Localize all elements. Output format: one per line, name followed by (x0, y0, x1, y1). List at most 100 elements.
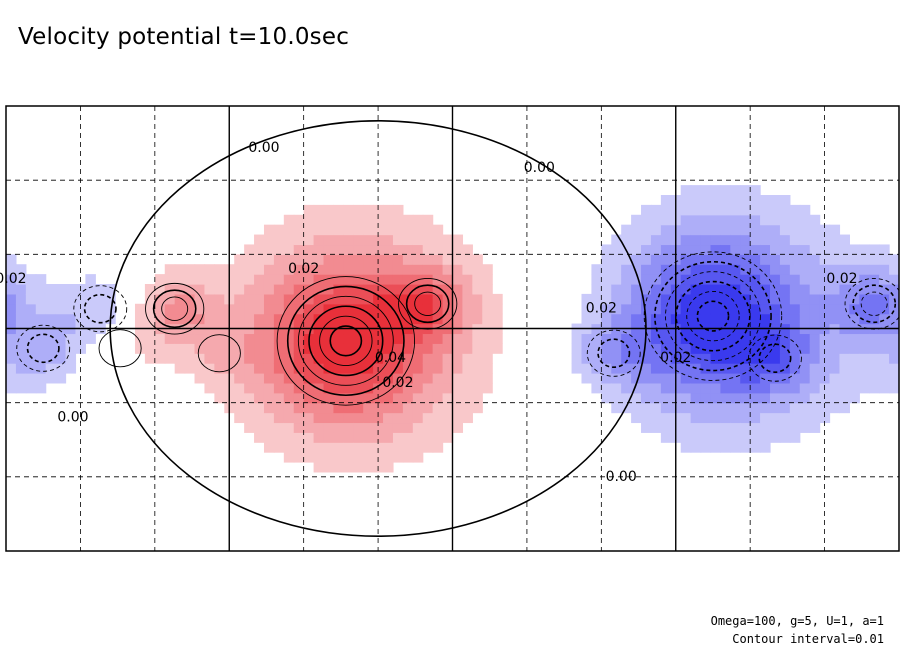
shade-cell (452, 363, 464, 374)
shade-cell (45, 353, 57, 364)
shade-cell (234, 274, 245, 285)
shade-cell (214, 293, 225, 305)
shade-cell (829, 402, 841, 414)
shade-cell (799, 373, 811, 384)
shade-cell (641, 382, 652, 394)
shade-cell (432, 363, 444, 374)
negative-contour-ring (686, 290, 740, 342)
shade-cell (85, 303, 96, 315)
shade-cell (303, 442, 315, 453)
contour-label: 0.00 (524, 160, 555, 176)
shade-cell (313, 382, 325, 394)
shade-cell (779, 195, 791, 206)
shade-cell (353, 264, 364, 275)
shade-cell (412, 313, 424, 325)
shade-cell (809, 313, 821, 325)
shade-cell (829, 353, 841, 364)
shade-cell (650, 204, 662, 216)
shade-cell (700, 234, 712, 246)
shade-cell (15, 313, 27, 325)
shade-cell (402, 452, 414, 463)
shade-cell (700, 382, 712, 394)
shade-cell (343, 303, 354, 315)
shade-cell (402, 402, 414, 414)
shade-cell (799, 412, 811, 424)
shade-cell (263, 303, 275, 315)
shade-cell (363, 452, 374, 463)
shade-cell (35, 293, 47, 305)
shade-cell (333, 442, 344, 453)
shade-cell (343, 244, 354, 255)
shade-cell (472, 382, 483, 394)
shade-cell (95, 313, 106, 325)
shade-cell (750, 313, 761, 325)
shade-cell (283, 412, 295, 424)
shade-cell (839, 234, 850, 246)
shade-cell (710, 382, 721, 394)
shade-cell (174, 293, 186, 305)
shade-cell (591, 303, 602, 315)
shade-cell (680, 373, 692, 384)
shade-cell (571, 343, 583, 354)
shade-cell (412, 412, 424, 424)
shade-cell (234, 293, 245, 305)
shade-cell (631, 402, 642, 414)
contour-label: 0.00 (57, 410, 88, 426)
shade-cell (263, 392, 275, 404)
shade-cell (779, 353, 791, 364)
shade-cell (700, 274, 712, 285)
shade-cell (373, 412, 384, 424)
shade-cell (849, 293, 860, 305)
shade-cell (303, 422, 315, 433)
shade-cell (363, 353, 374, 364)
shade-cell (809, 264, 821, 275)
shade-cell (760, 234, 771, 246)
shade-cell (323, 204, 335, 216)
shade-cell (293, 402, 305, 414)
shade-cell (263, 422, 275, 433)
shade-cell (690, 195, 702, 206)
shade-cell (214, 382, 225, 394)
shade-cell (283, 402, 295, 414)
shade-cell (25, 293, 37, 305)
shade-cell (819, 234, 831, 246)
positive-contour-ring (286, 285, 405, 397)
shade-cell (650, 313, 662, 325)
shade-cell (363, 333, 374, 344)
shade-cell (65, 284, 77, 295)
shade-cell (35, 274, 47, 285)
contour-lines (16, 120, 899, 537)
shade-cell (194, 293, 206, 305)
shade-cell (293, 293, 305, 305)
positive-contour-ring (398, 277, 458, 330)
shade-cell (740, 195, 751, 206)
shade-cell (839, 303, 850, 315)
shade-cell (392, 244, 404, 255)
shade-cell (789, 363, 801, 374)
shade-cell (363, 373, 374, 384)
shade-cell (402, 382, 414, 394)
shade-cell (6, 264, 17, 275)
shade-cell (412, 442, 424, 453)
shade-cell (869, 333, 880, 344)
shade-cell (402, 313, 414, 325)
shade-cell (690, 442, 702, 453)
shade-cell (650, 264, 662, 275)
shade-cell (680, 234, 692, 246)
shade-cell (611, 382, 622, 394)
shade-cell (313, 224, 325, 236)
shade-cell (779, 264, 791, 275)
shade-cell (730, 313, 741, 325)
shade-cell (859, 264, 870, 275)
shade-cell (859, 343, 870, 354)
shade-cell (829, 363, 841, 374)
shade-cell (383, 254, 394, 265)
shade-cell (680, 343, 692, 354)
shade-cell (452, 274, 464, 285)
shade-cell (383, 402, 394, 414)
shade-cell (273, 293, 285, 305)
shade-cell (730, 343, 741, 354)
contour-label: 0.02 (826, 271, 857, 287)
shade-cell (581, 303, 593, 315)
shade-cell (611, 353, 622, 364)
